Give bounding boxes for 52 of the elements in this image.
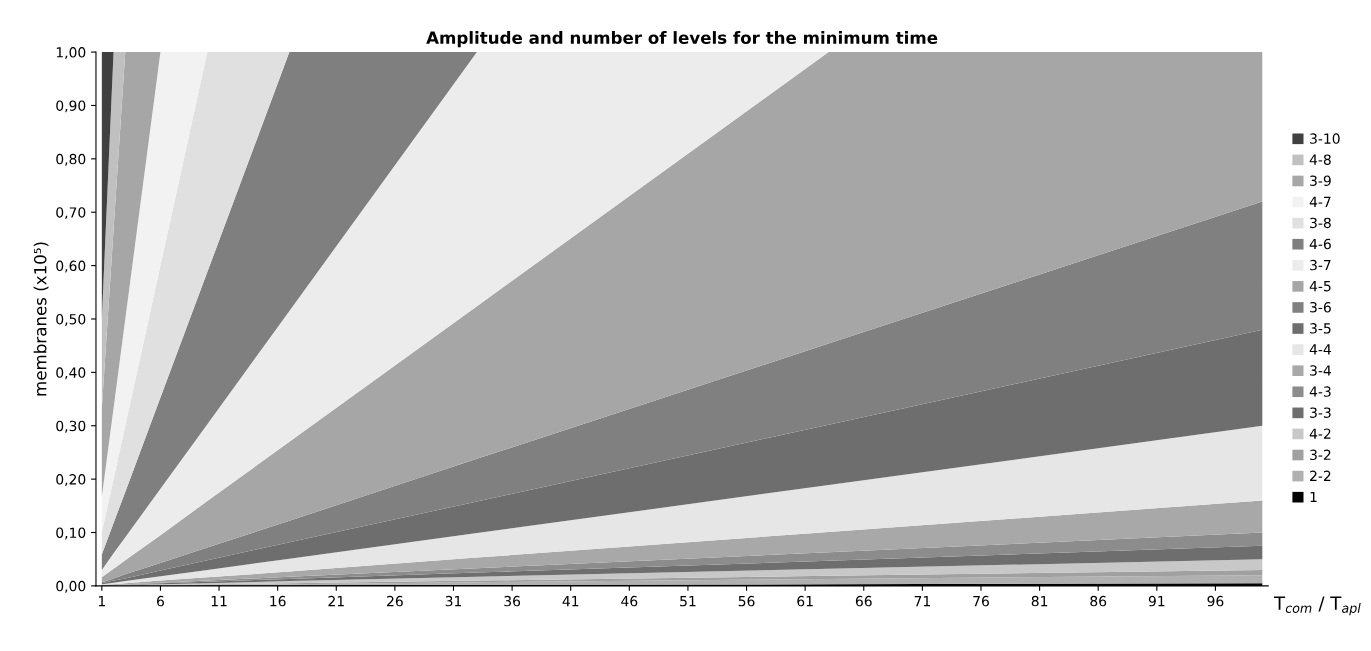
x-tick-label: 86 — [1090, 595, 1107, 607]
y-tick-label: 0,50 — [56, 313, 86, 326]
legend-label: 4-3 — [1309, 386, 1331, 397]
y-tick-label: 0,90 — [56, 100, 86, 113]
x-tick-label: 51 — [680, 596, 696, 607]
y-tick-label: 0,60 — [56, 260, 86, 273]
x-tick-label: 71 — [914, 596, 930, 607]
x-tick-label: 36 — [504, 595, 521, 607]
legend-label: 4-4 — [1309, 344, 1331, 355]
legend-label: 1 — [1310, 491, 1317, 503]
x-tick-label: 11 — [211, 596, 227, 607]
y-tick-label: 0,40 — [56, 367, 86, 380]
legend-label: 3-3 — [1310, 407, 1331, 418]
x-tick-label: 56 — [738, 595, 755, 607]
x-tick-label: 1 — [98, 596, 105, 607]
legend-label: 4-7 — [1309, 196, 1331, 207]
legend-label: 3-8 — [1310, 217, 1331, 229]
x-tick-label: 91 — [1148, 595, 1165, 607]
x-tick-label: 96 — [1207, 595, 1224, 607]
legend-label: 3-5 — [1310, 323, 1331, 334]
y-tick-label: 0,70 — [56, 207, 86, 220]
x-tick-label: 16 — [270, 595, 286, 607]
x-axis-title: T$_{com}$ / T$_{apl}$ — [1273, 596, 1361, 616]
y-axis-title: membranes (x10⁵) — [33, 242, 49, 396]
x-tick-label: 21 — [328, 595, 344, 607]
chart-title: Amplitude and number of levels for the minimum time — [426, 31, 938, 48]
legend-label: 4-8 — [1309, 154, 1331, 165]
y-tick-label: 0,80 — [56, 153, 86, 166]
legend-label: 4-6 — [1309, 238, 1331, 250]
legend-label: 4-2 — [1309, 428, 1331, 439]
legend-label: 3-4 — [1310, 365, 1331, 376]
x-tick-label: 41 — [562, 596, 579, 607]
y-tick-label: 1,00 — [56, 47, 86, 59]
legend-label: 3-6 — [1310, 301, 1331, 313]
x-tick-label: 76 — [973, 595, 989, 607]
x-tick-label: 66 — [855, 595, 872, 607]
legend-label: 4-5 — [1309, 281, 1331, 292]
x-tick-label: 26 — [387, 595, 403, 607]
y-tick-label: 0,30 — [56, 420, 86, 433]
x-tick-label: 46 — [621, 595, 638, 607]
legend-label: 3-10 — [1310, 133, 1340, 144]
legend-label: 3-2 — [1310, 449, 1331, 461]
y-tick-label: 0,20 — [56, 474, 86, 487]
x-tick-label: 6 — [156, 595, 164, 607]
legend-label: 3-7 — [1310, 259, 1331, 271]
legend-label: 3-9 — [1310, 175, 1331, 186]
x-tick-label: 81 — [1031, 595, 1048, 607]
x-tick-label: 61 — [797, 595, 813, 607]
y-tick-label: 0,10 — [56, 527, 86, 540]
y-tick-label: 0,00 — [56, 580, 86, 593]
legend-label: 2-2 — [1310, 470, 1331, 481]
x-tick-label: 31 — [445, 595, 462, 607]
